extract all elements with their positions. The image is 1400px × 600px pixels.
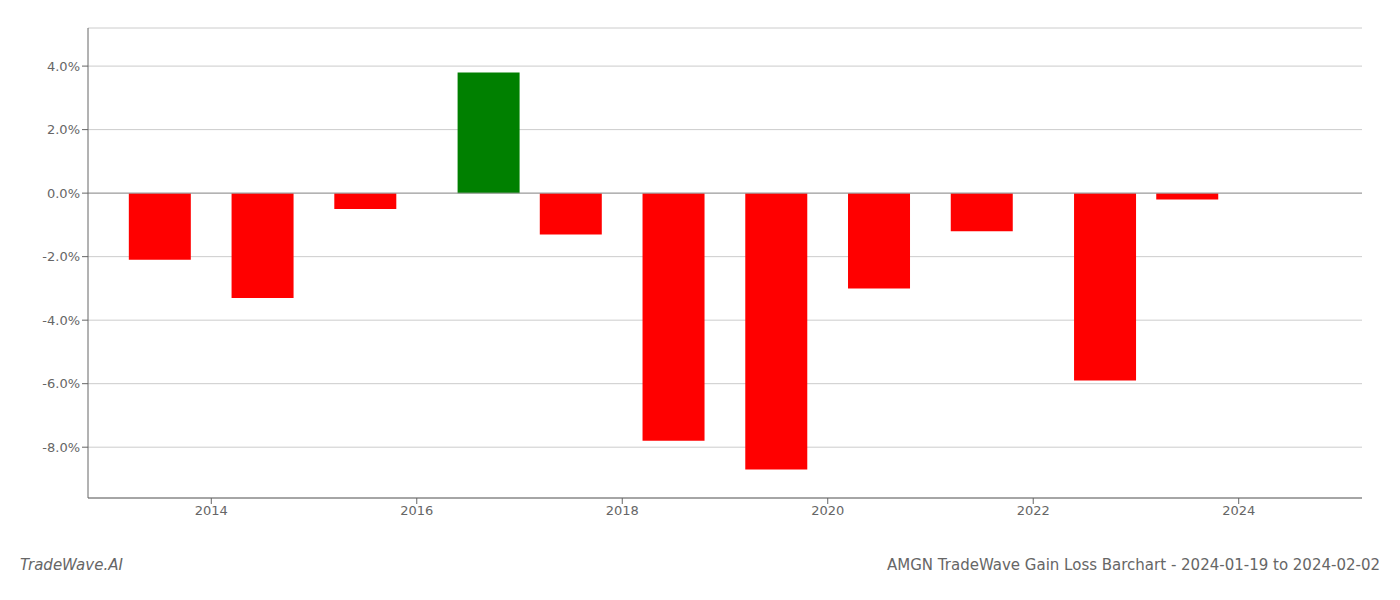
svg-text:2022: 2022 [1017, 503, 1050, 518]
svg-text:0.0%: 0.0% [47, 186, 80, 201]
svg-text:-2.0%: -2.0% [42, 249, 80, 264]
svg-text:4.0%: 4.0% [47, 59, 80, 74]
svg-text:2020: 2020 [811, 503, 844, 518]
svg-text:-8.0%: -8.0% [42, 440, 80, 455]
html-text:TradeWave.AI: TradeWave.AI [20, 556, 123, 574]
svg-text:2018: 2018 [606, 503, 639, 518]
svg-text:2014: 2014 [195, 503, 228, 518]
svg-text:2016: 2016 [400, 503, 433, 518]
svg-text:-4.0%: -4.0% [42, 313, 80, 328]
html-text:AMGN TradeWave Gain Loss Barch: AMGN TradeWave Gain Loss Barchart - 2024… [887, 556, 1380, 574]
svg-text:2024: 2024 [1222, 503, 1255, 518]
svg-text:2.0%: 2.0% [47, 122, 80, 137]
svg-text:-6.0%: -6.0% [42, 376, 80, 391]
